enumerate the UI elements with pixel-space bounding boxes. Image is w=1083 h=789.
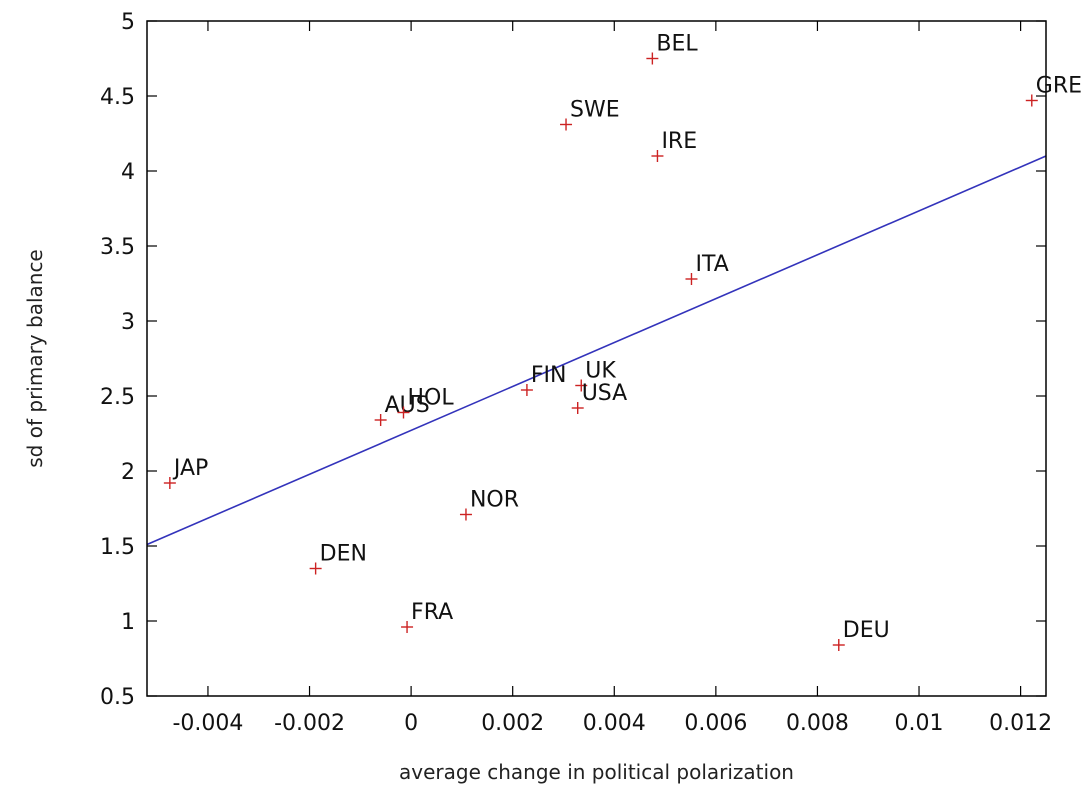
point-label: FIN xyxy=(531,363,567,388)
y-tick-label: 3.5 xyxy=(100,235,135,260)
fit-line-layer xyxy=(146,155,1047,546)
axes-layer: -0.004 -0.002 0 0.002 0.004 0.006 0.008 0.01 0.0… xyxy=(100,10,1052,736)
point-label: GRE xyxy=(1036,74,1082,99)
point-label: DEU xyxy=(843,618,890,643)
point-label: BEL xyxy=(656,32,698,57)
data-point: HOL xyxy=(397,386,454,419)
data-point: BEL xyxy=(646,32,698,65)
y-tick-label: 1.5 xyxy=(100,535,135,560)
data-point: SWE xyxy=(560,98,620,131)
data-point: NOR xyxy=(459,488,519,521)
point-label: FRA xyxy=(411,600,453,625)
point-label: IRE xyxy=(661,129,697,154)
data-point: AUS xyxy=(374,393,430,426)
point-label: ITA xyxy=(695,252,728,277)
point-label: UK xyxy=(585,359,616,384)
point-label: USA xyxy=(582,381,628,406)
y-tick-label: 2 xyxy=(121,460,135,485)
y-tick-label: 0.5 xyxy=(100,685,135,710)
data-point: GRE xyxy=(1025,74,1082,107)
data-point: IRE xyxy=(651,129,697,162)
data-point: JAP xyxy=(163,456,208,489)
x-axis-title: average change in political polarization xyxy=(399,760,794,784)
data-point: FIN xyxy=(520,363,567,396)
y-tick-label: 4 xyxy=(121,160,135,185)
x-tick-label: 0.006 xyxy=(684,711,747,736)
y-tick-label: 4.5 xyxy=(100,85,135,110)
y-axis-title: sd of primary balance xyxy=(23,249,47,467)
data-point: UK xyxy=(575,359,616,392)
y-tick-label: 3 xyxy=(121,310,135,335)
data-point: USA xyxy=(571,381,628,414)
x-tick-label: 0 xyxy=(404,711,418,736)
x-tick-label: 0.002 xyxy=(481,711,544,736)
point-label: DEN xyxy=(320,542,367,567)
x-tick-label: 0.012 xyxy=(989,711,1052,736)
x-tick-label: 0.008 xyxy=(786,711,849,736)
x-tick-label: 0.01 xyxy=(895,711,944,736)
y-tick-label: 5 xyxy=(121,10,135,35)
x-tick-label: -0.004 xyxy=(172,711,243,736)
fit-line xyxy=(146,155,1047,546)
y-tick-label: 1 xyxy=(121,610,135,635)
point-label: HOL xyxy=(407,386,454,411)
data-point: FRA xyxy=(401,600,453,633)
point-label: NOR xyxy=(470,488,519,513)
y-tick-label: 2.5 xyxy=(100,385,135,410)
point-label: AUS xyxy=(385,393,430,418)
data-point: ITA xyxy=(685,252,729,285)
point-label: JAP xyxy=(172,456,208,481)
plot-frame xyxy=(146,20,1047,697)
data-point: DEU xyxy=(832,618,890,651)
point-label: SWE xyxy=(570,98,620,123)
x-tick-label: 0.004 xyxy=(583,711,646,736)
x-tick-label: -0.002 xyxy=(274,711,345,736)
data-point: DEN xyxy=(309,542,367,575)
